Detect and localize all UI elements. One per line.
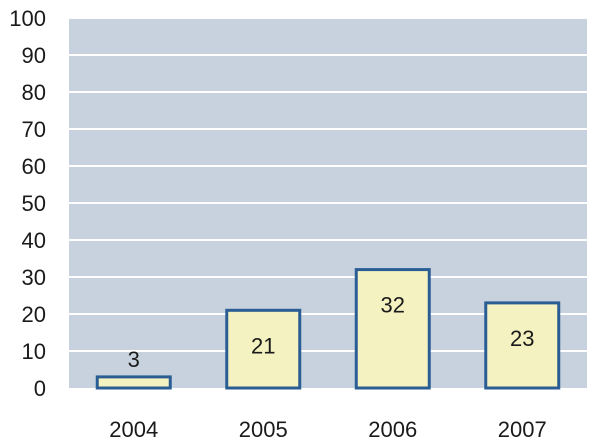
y-tick-label-40: 40 xyxy=(22,228,46,253)
y-tick-label-30: 30 xyxy=(22,265,46,290)
x-tick-label-2007: 2007 xyxy=(498,417,547,442)
y-tick-label-0: 0 xyxy=(34,376,46,401)
data-label-2004: 3 xyxy=(128,347,140,372)
y-tick-label-10: 10 xyxy=(22,339,46,364)
y-tick-label-50: 50 xyxy=(22,191,46,216)
x-tick-label-2006: 2006 xyxy=(368,417,417,442)
bar-2006 xyxy=(354,268,431,390)
y-tick-label-20: 20 xyxy=(22,302,46,327)
y-axis-tick-labels: 0 10 20 30 40 50 60 70 80 90 100 xyxy=(9,6,46,401)
y-tick-label-60: 60 xyxy=(22,154,46,179)
data-label-2005: 21 xyxy=(251,333,275,358)
data-label-2007: 23 xyxy=(510,326,534,351)
x-tick-label-2005: 2005 xyxy=(239,417,288,442)
data-labels: 3 21 32 23 xyxy=(128,293,535,372)
y-tick-label-80: 80 xyxy=(22,80,46,105)
bars xyxy=(95,268,561,390)
bar-2007 xyxy=(484,301,561,390)
y-tick-label-70: 70 xyxy=(22,117,46,142)
x-axis-tick-labels: 2004 2005 2006 2007 xyxy=(109,417,546,442)
data-label-2006: 32 xyxy=(381,293,405,318)
x-tick-label-2004: 2004 xyxy=(109,417,158,442)
bar-2005 xyxy=(225,308,302,390)
y-tick-label-90: 90 xyxy=(22,43,46,68)
gridlines xyxy=(69,17,587,352)
bar-2004 xyxy=(95,375,172,390)
y-tick-label-100: 100 xyxy=(9,6,46,31)
